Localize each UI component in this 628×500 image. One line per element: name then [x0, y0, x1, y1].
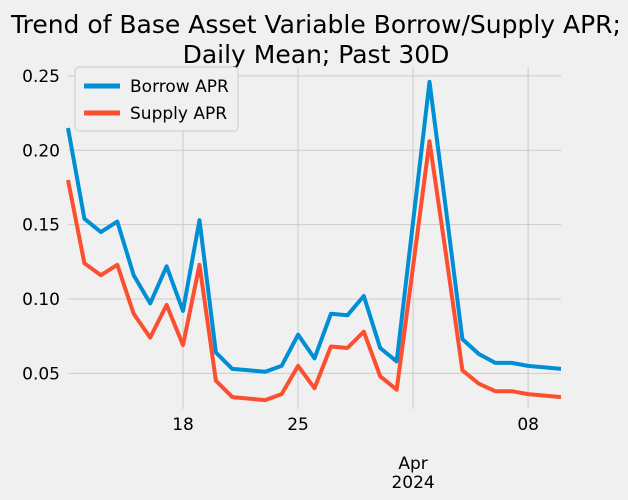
x-tick-label: 25 [287, 415, 309, 435]
supply-apr-line [66, 139, 562, 403]
x-tick-label-month: Apr [398, 454, 427, 474]
chart-title: Trend of Base Asset Variable Borrow/Supp… [10, 10, 621, 39]
y-tick-label: 0.15 [22, 216, 60, 236]
legend-borrow-label: Borrow APR [130, 77, 229, 97]
y-tick-label: 0.25 [22, 67, 60, 87]
chart-subtitle: Daily Mean; Past 30D [183, 40, 450, 69]
y-tick-label: 0.20 [22, 141, 60, 161]
y-tick-label: 0.05 [22, 364, 60, 384]
series-lines [66, 79, 562, 403]
x-tick-label: 18 [172, 415, 194, 435]
x-tick-label-year: 2024 [391, 473, 434, 493]
borrow-apr-line [66, 79, 562, 374]
legend-supply-label: Supply APR [130, 104, 227, 124]
x-tick-label: 08 [517, 415, 539, 435]
y-axis-ticks: 0.05 0.10 0.15 0.20 0.25 [22, 67, 60, 384]
legend: Borrow APR Supply APR [74, 66, 239, 132]
grid-lines [68, 67, 561, 409]
y-tick-label: 0.10 [22, 290, 60, 310]
